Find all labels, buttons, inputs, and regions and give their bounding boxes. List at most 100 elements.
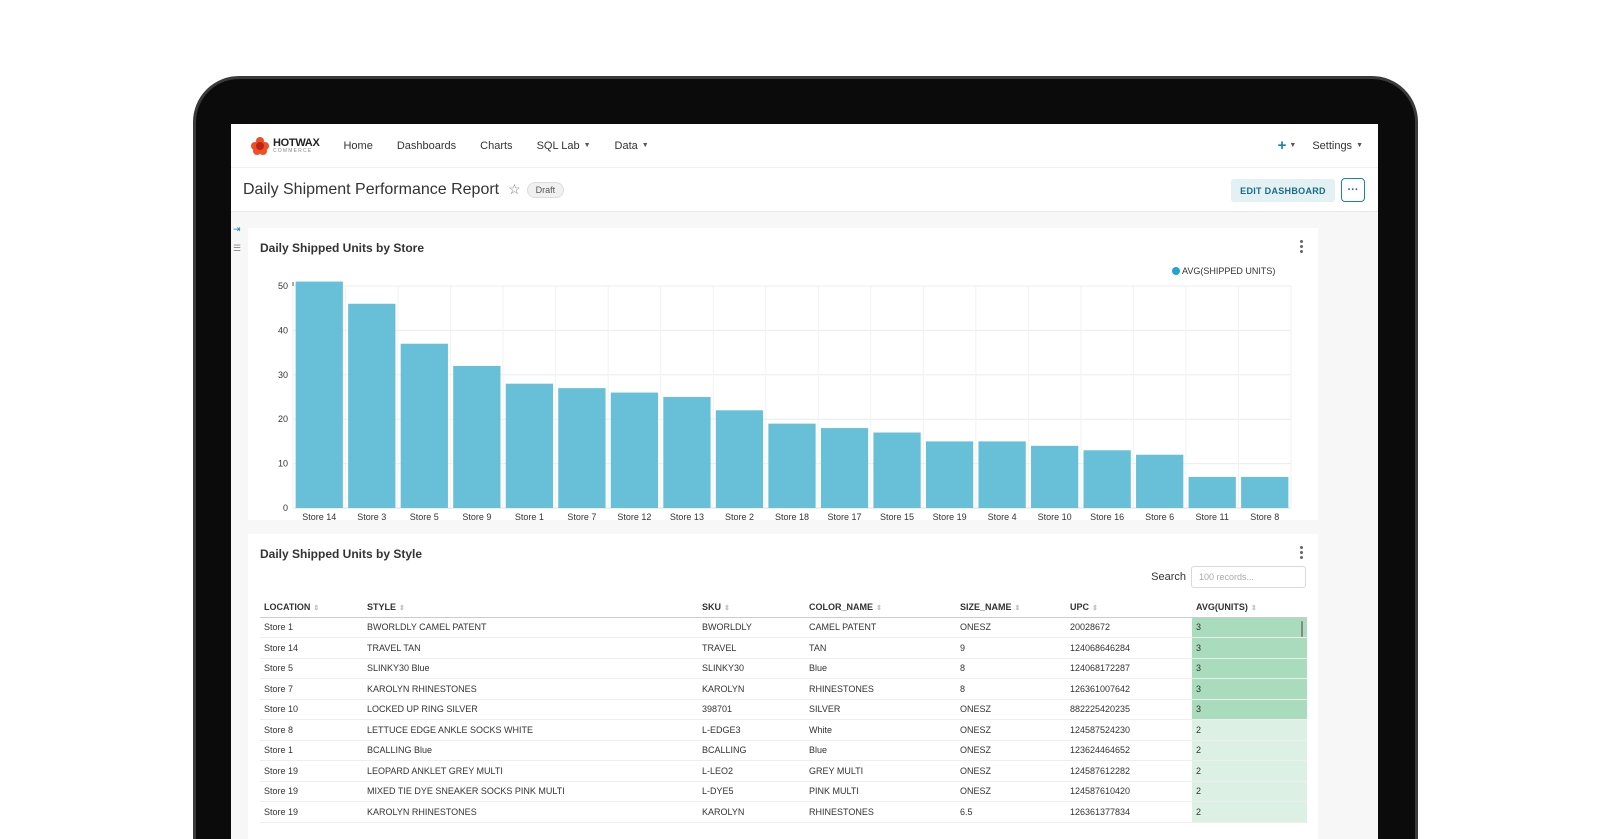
sort-icon: ⇕	[876, 604, 882, 612]
column-header-location[interactable]: LOCATION ⇕	[260, 597, 363, 618]
avg-cell-value: 3	[1196, 704, 1202, 715]
table-cell: TRAVEL	[698, 637, 805, 659]
star-icon[interactable]: ☆	[508, 181, 521, 197]
table-cell: 2	[1192, 719, 1307, 741]
new-item-menu[interactable]: + ▼	[1278, 137, 1297, 154]
table-cell: 3	[1192, 617, 1307, 638]
avg-cell-value: 3	[1196, 622, 1202, 633]
avg-cell-bar	[1192, 781, 1307, 801]
table-cell: RHINESTONES	[805, 678, 956, 700]
table-row[interactable]: Store 8 LETTUCE EDGE ANKLE SOCKS WHITE L-E…	[260, 719, 1307, 741]
nav-charts-label: Charts	[480, 139, 513, 152]
table-row[interactable]: Store 7 KAROLYN RHINESTONES KAROLYN RHINEST…	[260, 678, 1307, 700]
column-header-sku[interactable]: SKU ⇕	[698, 597, 805, 618]
column-header-avg-units[interactable]: AVG(UNITS) ⇕	[1192, 597, 1307, 618]
nav-data-label: Data	[614, 139, 638, 152]
table-cell: TAN	[805, 637, 956, 659]
avg-cell-bar	[1192, 638, 1307, 658]
search-input[interactable]	[1191, 566, 1306, 588]
table-cell: CAMEL PATENT	[805, 617, 956, 638]
y-tick-label: 40	[278, 325, 288, 335]
table-cell: KAROLYN RHINESTONES	[363, 678, 698, 700]
x-tick-label: Store 15	[880, 512, 914, 520]
table-row[interactable]: Store 1 BWORLDLY CAMEL PATENT BWORLDLY CAME…	[260, 617, 1307, 638]
x-tick-label: Store 17	[828, 512, 862, 520]
scrollbar-thumb[interactable]	[1301, 620, 1303, 637]
table-row[interactable]: Store 5 SLINKY30 Blue SLINKY30 Blue 8 1240681…	[260, 658, 1307, 679]
avg-cell-bar	[1192, 740, 1307, 760]
avg-cell-value: 2	[1196, 806, 1202, 817]
brand-logo[interactable]: HOTWAX COMMERCE	[251, 136, 320, 155]
avg-cell-bar	[1192, 761, 1307, 781]
x-tick-label: Store 1	[515, 512, 544, 520]
y-tick-label: 50	[278, 281, 288, 291]
table-cell: ONESZ	[956, 740, 1066, 761]
y-tick-label: 10	[278, 459, 288, 469]
caret-down-icon: ▼	[1289, 142, 1297, 149]
dashboard-title[interactable]: Daily Shipment Performance Report	[243, 180, 500, 198]
table-cell: Blue	[805, 658, 956, 679]
table-cell: 882225420235	[1066, 699, 1192, 720]
caret-down-icon: ▼	[641, 142, 649, 149]
x-tick-label: Store 16	[1090, 512, 1124, 520]
column-header-style[interactable]: STYLE ⇕	[363, 597, 698, 618]
nav-home-label: Home	[343, 139, 373, 152]
x-tick-label: Store 8	[1250, 512, 1279, 520]
avg-cell-bar	[1192, 617, 1307, 637]
status-badge[interactable]: Draft	[526, 181, 565, 198]
y-tick-label: 20	[278, 414, 288, 424]
table-cell: 398701	[698, 699, 805, 720]
table-cell: BCALLING Blue	[363, 740, 698, 761]
nav-dashboards-label: Dashboards	[396, 139, 457, 152]
table-cell: Store 1	[260, 740, 363, 761]
table-row[interactable]: Store 10 LOCKED UP RING SILVER 398701 SILVE…	[260, 699, 1307, 720]
filter-icon[interactable]: ☰	[233, 243, 242, 253]
table-row[interactable]: Store 19 KAROLYN RHINESTONES KAROLYN RHINES…	[260, 801, 1307, 823]
table-menu-icon[interactable]	[1300, 546, 1304, 559]
table-cell: Store 19	[260, 760, 363, 782]
sort-icon: ⇕	[399, 604, 405, 612]
app-screen: HOTWAX COMMERCE Home Dashboards Charts S…	[231, 124, 1378, 839]
table-cell: ONESZ	[956, 781, 1066, 802]
table-cell: 126361377834	[1066, 801, 1192, 823]
column-header-color-name[interactable]: COLOR_NAME ⇕	[805, 597, 956, 618]
table-cell: 126361007642	[1066, 678, 1192, 700]
table-cell: Blue	[805, 740, 956, 761]
chart-menu-icon[interactable]	[1300, 240, 1304, 253]
more-options-button[interactable]: ···	[1341, 178, 1365, 202]
nav-charts[interactable]: Charts	[480, 140, 512, 152]
table-cell: ONESZ	[956, 699, 1066, 720]
table-cell: L-EDGE3	[698, 719, 805, 741]
bar	[820, 428, 869, 508]
table-cell: 124587612282	[1066, 760, 1192, 782]
nav-home[interactable]: Home	[343, 140, 372, 152]
plus-icon: +	[1277, 137, 1287, 154]
table-row[interactable]: Store 1 BCALLING Blue BCALLING Blue ONESZ 123…	[260, 740, 1307, 761]
bar	[505, 383, 554, 508]
table-title: Daily Shipped Units by Style	[260, 547, 423, 561]
nav-dashboards[interactable]: Dashboards	[397, 140, 456, 152]
table-cell: 2	[1192, 760, 1307, 782]
bar	[1241, 476, 1289, 508]
bar	[715, 410, 764, 508]
top-navbar: HOTWAX COMMERCE Home Dashboards Charts S…	[231, 124, 1378, 167]
table-cell: KAROLYN RHINESTONES	[363, 801, 698, 823]
bar	[295, 281, 343, 508]
nav-sql-lab[interactable]: SQL Lab ▼	[537, 140, 591, 152]
column-header-label: SKU	[702, 601, 722, 612]
caret-down-icon: ▼	[1356, 142, 1363, 149]
column-header-size-name[interactable]: SIZE_NAME ⇕	[956, 597, 1066, 618]
edit-dashboard-button[interactable]: EDIT DASHBOARD	[1231, 179, 1335, 202]
table-cell: BCALLING	[698, 740, 805, 761]
expand-filters-icon[interactable]: ⇥	[233, 224, 241, 234]
table-cell: Store 10	[260, 699, 363, 720]
table-cell: TRAVEL TAN	[363, 637, 698, 659]
table-row[interactable]: Store 14 TRAVEL TAN TRAVEL TAN 9 124068646284…	[260, 637, 1307, 659]
settings-menu[interactable]: Settings ▼	[1312, 140, 1363, 152]
table-row[interactable]: Store 19 MIXED TIE DYE SNEAKER SOCKS PINK…	[260, 781, 1307, 802]
table-row[interactable]: Store 19 LEOPARD ANKLET GREY MULTI L-LEO2 G…	[260, 760, 1307, 782]
x-tick-label: Store 18	[775, 512, 809, 520]
x-tick-label: Store 2	[725, 512, 754, 520]
nav-data[interactable]: Data ▼	[615, 140, 649, 152]
column-header-upc[interactable]: UPC ⇕	[1066, 597, 1192, 618]
